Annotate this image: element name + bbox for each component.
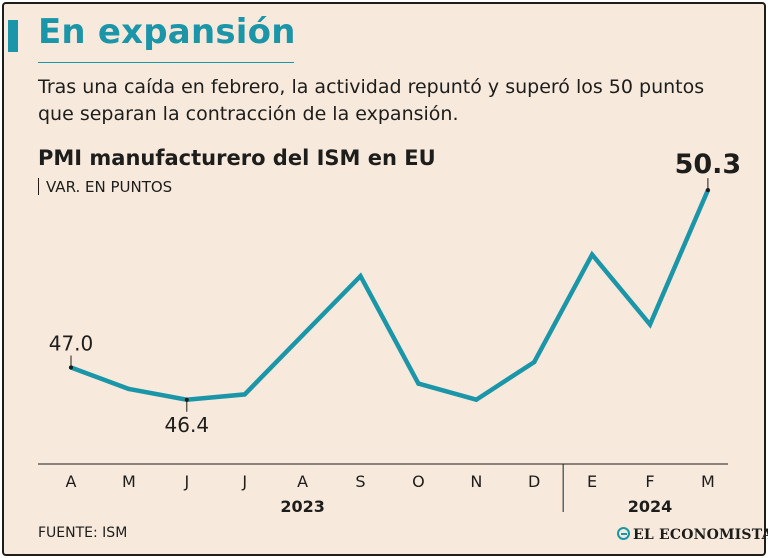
x-tick-label: N <box>470 472 482 491</box>
data-point <box>647 322 653 327</box>
data-label: 50.3 <box>675 149 742 180</box>
data-label: 47.0 <box>49 332 94 356</box>
subtitle: Tras una caída en febrero, la actividad … <box>38 76 705 125</box>
x-tick-label: S <box>355 472 365 491</box>
data-point <box>358 273 363 279</box>
data-point <box>300 333 305 338</box>
brand-logo: EL ECONOMISTA <box>617 524 768 544</box>
x-tick-label: M <box>701 472 715 491</box>
x-tick-label: J <box>241 472 247 491</box>
annotation-dot <box>184 397 189 402</box>
data-point <box>416 381 421 386</box>
source-note: FUENTE: ISM <box>38 525 128 541</box>
x-tick-label: O <box>412 472 425 491</box>
annotation-dot <box>705 188 710 193</box>
data-point <box>532 359 537 365</box>
data-point <box>589 252 595 257</box>
x-tick-label: E <box>587 472 597 491</box>
x-tick-label: A <box>66 472 77 491</box>
x-tick-label: F <box>645 472 654 491</box>
x-tick-label: J <box>183 472 189 491</box>
x-tick-label: A <box>297 472 308 491</box>
chart-title: PMI manufacturero del ISM en EU <box>38 146 436 170</box>
data-point <box>474 397 479 402</box>
headline-accent-bar <box>8 20 18 52</box>
year-label: 2023 <box>280 497 325 516</box>
pmi-series-line <box>70 189 710 403</box>
brand-name: EL ECONOMISTA <box>633 527 768 543</box>
brand-mark-icon <box>617 527 630 540</box>
data-point <box>242 392 247 397</box>
headline-rule <box>38 62 294 63</box>
data-label: 46.4 <box>165 413 210 437</box>
headline: En expansión <box>38 12 296 52</box>
x-tick-label: M <box>122 472 136 491</box>
x-tick-label: D <box>528 472 540 491</box>
year-label: 2024 <box>628 497 673 516</box>
unit-label: VAR. EN PUNTOS <box>38 178 172 196</box>
annotation-dot <box>69 365 73 370</box>
data-point <box>126 386 132 392</box>
